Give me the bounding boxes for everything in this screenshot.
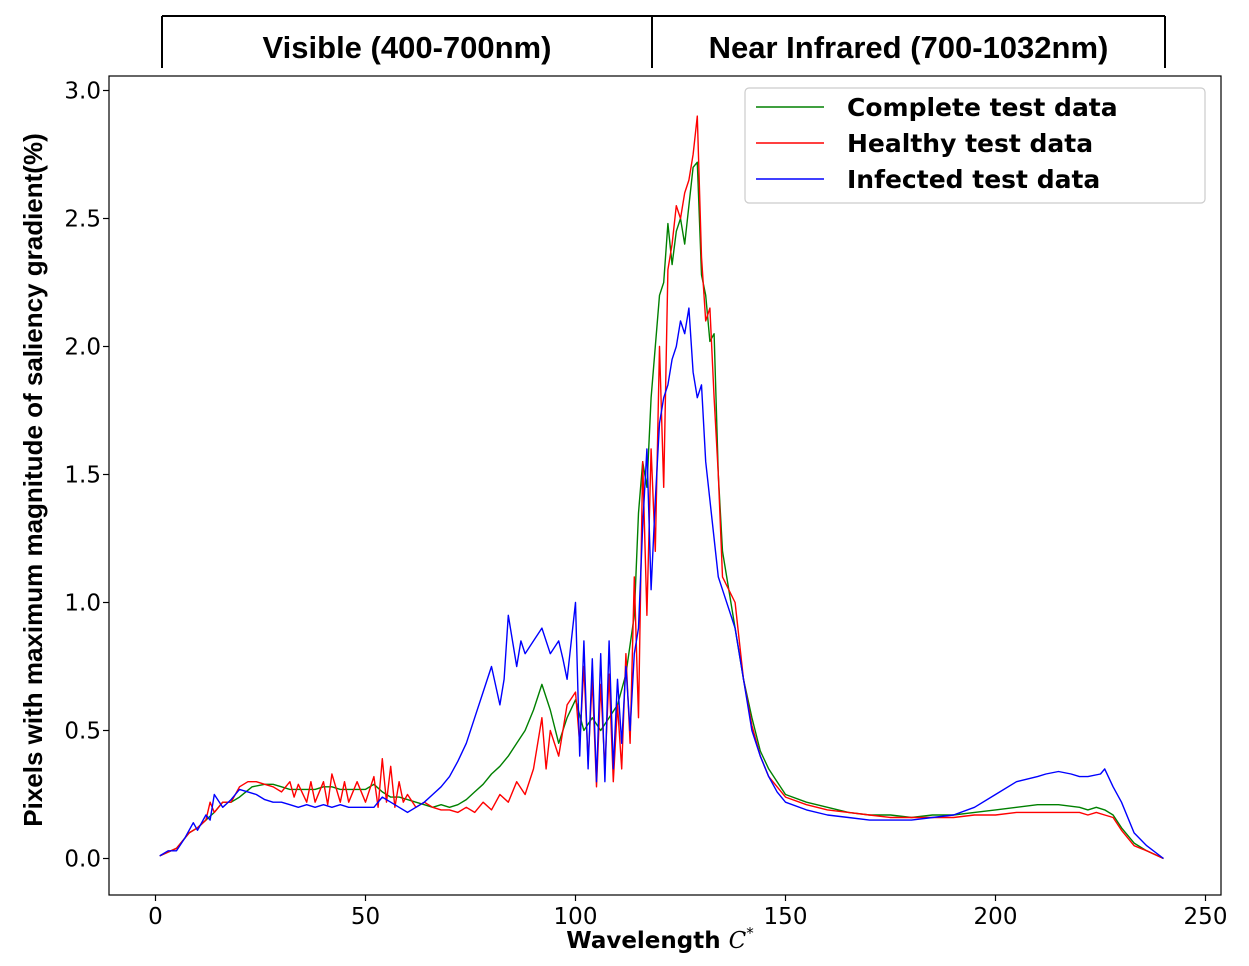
series-line-2 [159, 307, 1164, 860]
y-axis-ticks: 0.0 0.5 1.0 1.5 2.0 2.5 3.0 [64, 79, 109, 873]
legend-label-0: Complete test data [847, 93, 1118, 122]
legend-label-2: Infected test data [847, 165, 1100, 194]
x-tick-label: 100 [554, 904, 598, 930]
legend: Complete test data Healthy test data Infec… [744, 87, 1206, 204]
y-axis-label: Pixels with maximum magnitude of salienc… [18, 133, 48, 827]
x-axis-label: Wavelength C* [566, 924, 754, 954]
y-tick-label: 1.5 [64, 463, 101, 489]
x-tick-label: 200 [974, 904, 1018, 930]
x-tick-label: 150 [764, 904, 808, 930]
x-tick-label: 50 [351, 904, 380, 930]
x-tick-label: 0 [148, 904, 163, 930]
legend-label-1: Healthy test data [847, 129, 1093, 158]
y-tick-label: 2.0 [64, 335, 101, 361]
spectral-band-header: Visible (400-700nm) Near Infrared (700-10… [161, 15, 1166, 68]
series-line-1 [159, 115, 1164, 860]
y-tick-label: 3.0 [64, 79, 101, 105]
band-label-1: Near Infrared (700-1032nm) [709, 30, 1109, 65]
plot-frame [108, 75, 1222, 896]
x-tick-label: 250 [1184, 904, 1228, 930]
band-label-0: Visible (400-700nm) [263, 30, 552, 65]
series-layer [159, 115, 1164, 860]
y-tick-label: 2.5 [64, 207, 101, 233]
y-tick-label: 1.0 [64, 591, 101, 617]
x-axis-ticks: 0 50 100 150 200 250 [148, 895, 1227, 930]
y-tick-label: 0.0 [64, 847, 101, 873]
legend-box [744, 87, 1206, 204]
series-line-0 [159, 161, 1164, 860]
y-tick-label: 0.5 [64, 719, 101, 745]
